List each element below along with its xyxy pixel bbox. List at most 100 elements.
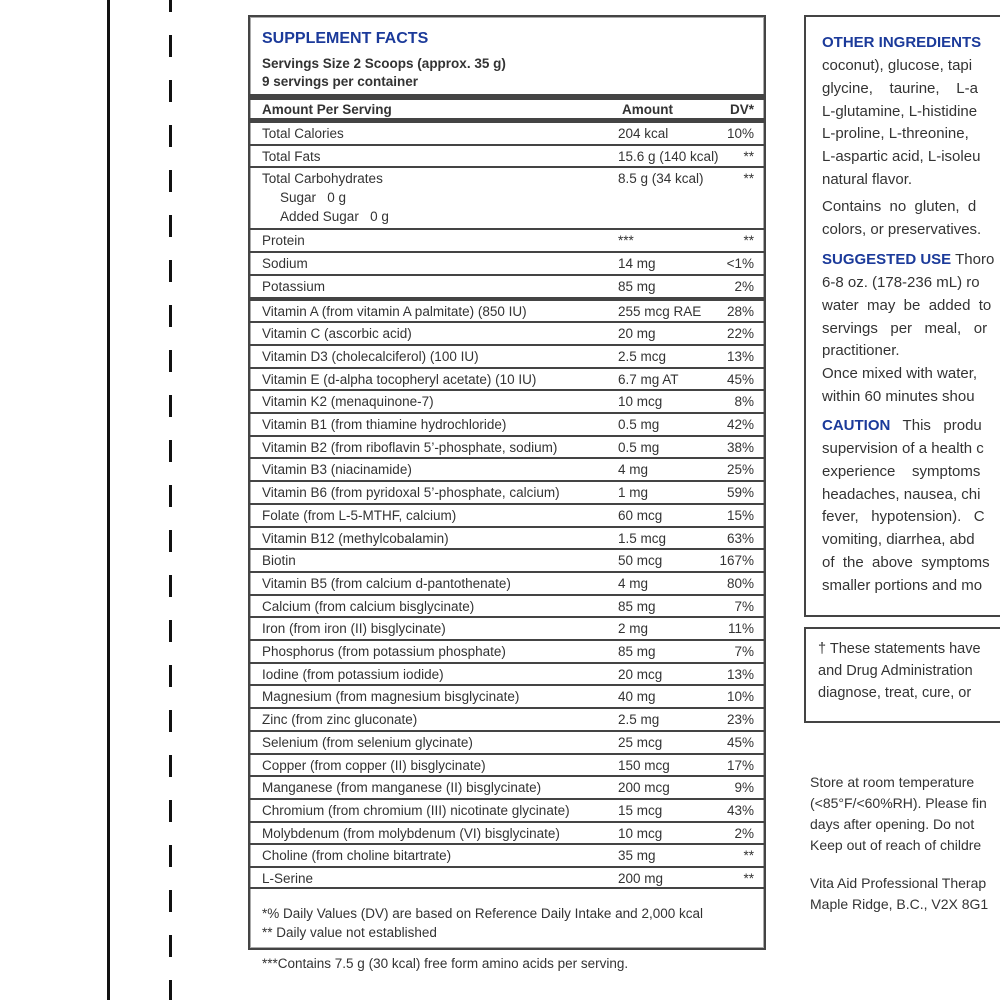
nutrient-dv: 80% (726, 575, 754, 591)
nutrient-amount: 15 mcg (618, 802, 663, 818)
nutrient-dv: 9% (734, 780, 754, 796)
nutrient-amount: 50 mcg (618, 553, 663, 569)
table-row: Vitamin B12 (methylcobalamin) 1.5 mcg 63% (250, 525, 764, 551)
footnote: ** Daily value not established (262, 925, 437, 940)
nutrient-amount: 0.5 mg (618, 439, 660, 455)
nutrient-name: Total Calories (262, 126, 344, 141)
nutrient-name: Vitamin B1 (from thiamine hydrochloride) (262, 417, 507, 432)
caution-line: vomiting, diarrhea, abd (822, 531, 975, 549)
nutrient-dv: 167% (719, 553, 754, 569)
table-row: Zinc (from zinc gluconate) 2.5 mg 23% (250, 707, 764, 732)
nutrient-name: Sodium (262, 256, 308, 272)
table-row: Vitamin K2 (menaquinone-7) 10 mcg 8% (250, 389, 764, 414)
table-row: Total Calories 204 kcal 10% (250, 121, 764, 146)
table-row: L-Serine 200 mg ** (250, 866, 764, 891)
nutrient-name: Vitamin K2 (menaquinone-7) (262, 394, 434, 410)
fold-line (169, 0, 172, 1000)
nutrient-name: Vitamin B2 (from riboflavin 5’-phosphate… (262, 439, 558, 455)
table-row: Total Fats 15.6 g (140 kcal) ** (250, 143, 764, 169)
caution-heading: CAUTION (822, 417, 891, 434)
header-dv: DV* (729, 102, 754, 117)
nutrient-dv: 59% (726, 485, 754, 501)
table-row: Phosphorus (from potassium phosphate) 85 … (250, 639, 764, 664)
nutrient-dv: 63% (726, 530, 754, 546)
nutrient-name: Potassium (262, 278, 326, 294)
table-row: Copper (from copper (II) bisglycinate) 15… (250, 752, 764, 778)
other-ingredients-line: coconut), glucose, tapi (822, 57, 973, 74)
other-ingredients-line: L-aspartic acid, L-isoleu (822, 148, 981, 166)
nutrient-name: Protein (262, 233, 305, 249)
suggested-use-line: 6-8 oz. (178-236 mL) ro (822, 274, 980, 291)
suggested-use-line: servings per meal, or (822, 319, 988, 337)
storage-line: Keep out of reach of childre (810, 837, 982, 853)
disclaimer-line: and Drug Administration (818, 663, 973, 679)
nutrient-amount: 15.6 g (140 kcal) (618, 148, 719, 164)
table-row: Vitamin B5 (from calcium d-pantothenate)… (250, 570, 764, 596)
table-row: Manganese (from manganese (II) bisglycin… (250, 775, 764, 800)
nutrient-amount: 35 mg (618, 848, 656, 864)
nutrient-dv: 45% (726, 371, 754, 387)
nutrient-amount: 60 mcg (618, 507, 663, 523)
nutrient-amount: 200 mg (618, 871, 664, 886)
serving-size: Servings Size 2 Scoops (approx. 35 g) (262, 56, 506, 71)
nutrient-name: Manganese (from manganese (II) bisglycin… (262, 780, 542, 796)
nutrient-dv: ** (743, 871, 754, 886)
suggested-use-line: within 60 minutes shou (822, 388, 975, 405)
nutrient-amount: 1 mg (618, 485, 649, 501)
nutrient-amount: 8.5 g (34 kcal) (618, 171, 704, 187)
table-row: Vitamin A (from vitamin A palmitate) (85… (250, 298, 764, 324)
caution-line: fever, hypotension). C (822, 508, 985, 526)
footnote: *% Daily Values (DV) are based on Refere… (262, 906, 703, 921)
nutrient-name: Vitamin D3 (cholecalciferol) (100 IU) (262, 348, 479, 364)
table-row: Calcium (from calcium bisglycinate) 85 mg… (250, 593, 764, 619)
company-line: Vita Aid Professional Therap (810, 875, 987, 891)
table-row: Iron (from iron (II) bisglycinate) 2 mg 11… (250, 616, 764, 641)
nutrient-amount: 0.5 mg (618, 417, 660, 432)
disclaimer-panel: † These statements have and Drug Administ… (804, 627, 1000, 723)
contains-line: colors, or preservatives. (822, 220, 982, 238)
nutrient-amount: 85 mg (618, 278, 656, 294)
nutrient-dv: 7% (734, 644, 754, 659)
nutrient-name: Total Fats (262, 148, 321, 164)
other-ingredients-heading: OTHER INGREDIENTS (822, 34, 982, 51)
caution-line: supervision of a health c (822, 440, 984, 457)
divider (250, 94, 764, 100)
company-line: Maple Ridge, B.C., V2X 8G1 (810, 896, 989, 912)
nutrient-name: Vitamin A (from vitamin A palmitate) (85… (262, 303, 527, 319)
nutrient-amount: 200 mcg (618, 780, 670, 796)
nutrient-dv: ** (743, 848, 754, 864)
table-row: Potassium 85 mg 2% (250, 273, 764, 299)
table-row: Vitamin D3 (cholecalciferol) (100 IU) 2.5… (250, 343, 764, 369)
nutrient-name: Magnesium (from magnesium bisglycinate) (262, 689, 520, 705)
nutrient-dv: 2% (734, 825, 754, 841)
nutrient-name: Molybdenum (from molybdenum (VI) bisglyc… (262, 825, 560, 841)
cut-line (107, 0, 110, 1000)
ingredients-panel: OTHER INGREDIENTS coconut), glucose, tapi… (804, 15, 1000, 617)
table-row: Vitamin B6 (from pyridoxal 5’-phosphate,… (250, 480, 764, 505)
nutrient-name: Phosphorus (from potassium phosphate) (262, 644, 506, 659)
suggested-use-line: SUGGESTED USE Thoro (822, 251, 994, 268)
nutrient-amount: 204 kcal (618, 126, 669, 141)
other-ingredients-line: glycine, taurine, L-a (822, 79, 978, 97)
nutrient-dv: 38% (726, 439, 754, 455)
nutrient-dv: 23% (726, 712, 754, 728)
disclaimer-line: diagnose, treat, cure, or (818, 685, 972, 701)
nutrient-dv: 25% (726, 462, 754, 478)
other-ingredients-line: natural flavor. (822, 171, 913, 188)
suggested-use-line: Once mixed with water, (822, 365, 978, 383)
table-row: Vitamin B3 (niacinamide) 4 mg 25% (250, 457, 764, 482)
nutrient-dv: 45% (726, 734, 754, 750)
nutrient-dv: ** (743, 171, 754, 187)
sub-nutrient: Sugar 0 g (280, 190, 347, 206)
nutrient-amount: 6.7 mg AT (618, 371, 679, 387)
suggested-use-heading: SUGGESTED USE (822, 251, 952, 268)
nutrient-dv: <1% (726, 256, 754, 272)
other-ingredients-line: L-proline, L-threonine, (822, 125, 973, 143)
nutrient-name: Biotin (262, 553, 296, 569)
nutrient-name: Iodine (from potassium iodide) (262, 666, 444, 682)
footnotes: *% Daily Values (DV) are based on Refere… (262, 904, 703, 942)
nutrient-amount: 10 mcg (618, 394, 663, 410)
serving-info: Servings Size 2 Scoops (approx. 35 g) 9 … (262, 55, 506, 91)
nutrient-dv: 28% (726, 303, 754, 319)
table-row: Choline (from choline bitartrate) 35 mg ** (250, 843, 764, 868)
